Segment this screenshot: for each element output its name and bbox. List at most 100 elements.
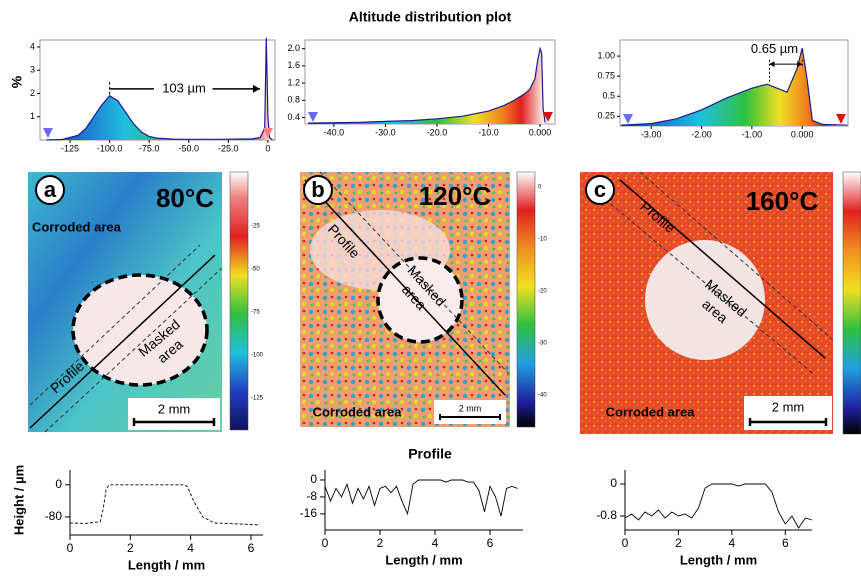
y-tick-label: 1.2 (287, 77, 300, 87)
x-tick-label: 6 (248, 541, 255, 555)
y-tick-label: 4 (30, 41, 35, 51)
axis-arrow (263, 128, 273, 138)
x-tick-label: -75.0 (139, 143, 160, 153)
y-tick-label: 1.00 (597, 50, 615, 60)
label-circle (35, 175, 65, 205)
corroded-label: Corroded area (32, 219, 122, 234)
x-tick-label: -1.00 (742, 129, 763, 139)
axis-arrow (308, 112, 318, 122)
x-tick-label: 2 (127, 541, 134, 555)
x-axis-label: Length / mm (680, 552, 757, 567)
y-tick-label: -8 (306, 489, 317, 503)
x-tick-label: 6 (782, 536, 789, 550)
profile-y-label: Height / µm (11, 465, 26, 535)
profile-line (619, 179, 826, 359)
panel-label: c (594, 177, 606, 202)
y-tick-label: 0 (610, 476, 617, 490)
x-tick-label: 0.000 (791, 129, 814, 139)
x-tick-label: -3.00 (641, 129, 662, 139)
area-fill (308, 48, 546, 124)
annotation: 0.65 µm (751, 41, 798, 56)
y-tick-label: 0 (310, 472, 317, 486)
colorbar-tick-label: -20 (538, 289, 547, 295)
y-tick-label: 2.0 (287, 43, 300, 53)
scale-bar (132, 418, 216, 426)
y-tick-label: -16 (300, 506, 318, 520)
colorbar-tick-label: -50 (251, 267, 260, 273)
label-circle (303, 175, 333, 205)
x-tick-label: 0 (322, 536, 329, 550)
x-tick-label: -50.0 (178, 143, 199, 153)
y-tick-label: 2 (30, 88, 35, 98)
y-tick-label: 0.4 (287, 112, 300, 122)
scale-label: 2 mm (459, 403, 482, 413)
y-tick-label: -0.8 (596, 508, 617, 522)
x-tick-label: 0.000 (529, 127, 552, 137)
label-circle (585, 175, 615, 205)
scale-bar (439, 414, 501, 420)
colorbar-tick-label: -10 (538, 237, 547, 243)
x-tick-label: -125 (61, 143, 79, 153)
y-tick-label: 1 (30, 111, 35, 121)
x-tick-label: 4 (187, 541, 194, 555)
x-tick-label: 6 (487, 536, 494, 550)
histogram-line (620, 47, 848, 126)
x-tick-label: -20.0 (427, 127, 448, 137)
profile-title: Profile (408, 446, 452, 462)
y-tick-label: 3 (30, 65, 35, 75)
scale-label: 2 mm (772, 399, 805, 414)
x-tick-label: 2 (377, 536, 384, 550)
axis-arrow (543, 112, 553, 122)
colorbar (229, 171, 249, 431)
y-tick-label: -80 (45, 509, 63, 523)
profile-guide (44, 267, 223, 433)
y-tick-label: 0 (55, 477, 62, 491)
masked-area (645, 240, 765, 360)
x-tick-label: -100.0 (97, 143, 123, 153)
profile-line (304, 179, 506, 396)
profile-guide (29, 244, 201, 406)
colorbar-tick-label: -30 (538, 341, 547, 347)
corroded-label: Corroded area (606, 404, 696, 419)
profile-guide (599, 194, 816, 376)
x-tick-label: 0 (67, 541, 74, 555)
profile-line (324, 479, 518, 517)
temperature: 80°C (156, 183, 214, 213)
x-tick-label: -30.0 (375, 127, 396, 137)
arrow-head (252, 84, 260, 93)
plot-frame (39, 39, 276, 141)
x-tick-label: -2.00 (691, 129, 712, 139)
annotation: 103 µm (162, 80, 206, 95)
scale-box (128, 398, 220, 430)
x-tick-label: 2 (675, 536, 682, 550)
x-tick-label: -40.0 (324, 127, 345, 137)
y-tick-label: 0.25 (597, 111, 615, 121)
colorbar (842, 171, 861, 435)
colorbar-tick-label: -40 (538, 393, 547, 399)
y-tick-label: 0.75 (597, 71, 615, 81)
histogram-line (308, 46, 546, 124)
scale-box (744, 396, 832, 430)
corroded-label: Corroded area (313, 404, 403, 419)
x-axis-label: Length / mm (385, 552, 462, 567)
scale-box (434, 400, 506, 424)
x-tick-label: -25.0 (218, 143, 239, 153)
histogram-y-label: % (9, 75, 25, 88)
colorbar (516, 171, 536, 428)
x-tick-label: 4 (729, 536, 736, 550)
area-fill (46, 37, 273, 141)
x-tick-label: -10.0 (478, 127, 499, 137)
x-tick-label: 0 (622, 536, 629, 550)
x-tick-label: 4 (432, 536, 439, 550)
y-tick-label: 0.8 (287, 95, 300, 105)
masked-area (376, 256, 464, 344)
profile-line (29, 254, 216, 429)
profile-guide (639, 171, 834, 341)
colorbar-tick-label: -100 (251, 353, 264, 359)
masked-area (71, 273, 209, 387)
